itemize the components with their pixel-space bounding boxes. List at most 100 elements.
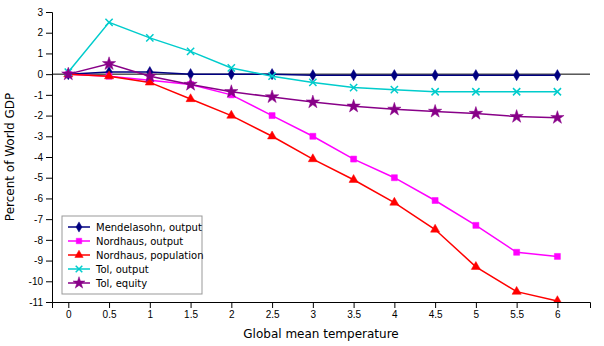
series-point [143, 69, 156, 82]
y-tick: -7 [34, 214, 52, 225]
y-tick: -8 [34, 235, 52, 246]
series-point [269, 113, 275, 119]
y-tick-label: 3 [37, 7, 43, 18]
x-tick-label: 1.5 [184, 309, 198, 320]
x-tick-label: 4 [392, 309, 398, 320]
y-tick-mark [46, 95, 52, 96]
y-axis-line [46, 13, 53, 303]
series-point [471, 262, 480, 270]
x-axis-line [53, 303, 591, 309]
x-axis-title: Global mean temperature [243, 327, 398, 341]
series-point [102, 57, 115, 70]
y-tick-mark [46, 136, 52, 137]
series-line [68, 74, 557, 301]
x-tick-label: 5.5 [510, 309, 524, 320]
y-tick-label: -9 [34, 255, 43, 266]
x-tick-label: 1 [148, 309, 154, 320]
y-tick-label: -6 [34, 193, 43, 204]
y-tick-mark [46, 178, 52, 179]
x-tick-mark [476, 302, 477, 308]
x-tick: 3.5 [347, 302, 361, 320]
y-tick-label: -1 [34, 90, 43, 101]
series-point [309, 79, 316, 86]
series-point [391, 175, 397, 181]
x-tick-mark [191, 302, 192, 308]
series-point [388, 102, 401, 115]
x-tick-mark [517, 302, 518, 308]
y-tick-label: 0 [37, 69, 43, 80]
series-point [428, 104, 441, 117]
x-tick-label: 6 [555, 309, 561, 320]
plot: 00.511.522.533.544.555.563210-1-2-3-4-5-… [29, 7, 591, 320]
y-tick: -10 [29, 276, 52, 287]
x-tick-label: 4.5 [429, 309, 443, 320]
series-point [551, 111, 564, 124]
legend-entry: Nordhaus, output [68, 236, 183, 247]
series-point [473, 222, 479, 228]
y-tick-mark [46, 261, 52, 262]
y-tick-mark [46, 198, 52, 199]
legend-entry: Mendelasohn, output [68, 222, 202, 233]
y-tick-mark [46, 12, 52, 13]
legend-entry: Tol, equity [68, 277, 147, 289]
y-tick: -4 [34, 152, 52, 163]
series-point [105, 19, 112, 26]
y-tick: -2 [34, 110, 52, 121]
x-tick-mark [231, 302, 232, 308]
y-tick: 3 [37, 7, 52, 18]
series-point [391, 70, 397, 81]
series-point [469, 107, 482, 120]
series-point [350, 84, 357, 91]
x-tick-mark [394, 302, 395, 308]
series-point [186, 94, 195, 102]
series-point [473, 70, 479, 81]
y-tick: 2 [37, 27, 52, 38]
x-tick: 2.5 [266, 302, 280, 320]
series-point [554, 88, 561, 95]
series-point [187, 48, 194, 55]
legend-label: Tol, output [95, 264, 149, 275]
series-point [513, 70, 519, 81]
series-point [512, 286, 521, 294]
y-axis: 3210-1-2-3-4-5-6-7-8-9-10-11 [29, 7, 53, 308]
y-tick-label: -8 [34, 235, 43, 246]
series-point [391, 86, 398, 93]
y-tick-mark [46, 240, 52, 241]
y-tick-label: -4 [34, 152, 43, 163]
chart: 00.511.522.533.544.555.563210-1-2-3-4-5-… [0, 0, 604, 346]
series-point [514, 249, 520, 255]
series-point [431, 88, 438, 95]
x-tick-label: 3 [311, 309, 317, 320]
series-point [225, 85, 238, 98]
series-point [227, 110, 236, 118]
series-point [308, 154, 317, 162]
y-tick-label: -5 [34, 172, 43, 183]
series-area [62, 19, 564, 302]
series-point [349, 175, 358, 183]
series-point [310, 133, 316, 139]
legend-entry: Tol, output [68, 264, 149, 275]
x-tick-mark [150, 302, 151, 308]
x-tick: 3 [311, 302, 317, 320]
y-tick-label: -3 [34, 131, 43, 142]
y-tick-label: 2 [37, 27, 43, 38]
series-point [553, 296, 562, 302]
series-point [62, 67, 75, 80]
x-tick: 2 [229, 302, 235, 320]
series-point [268, 73, 275, 80]
series-point [105, 71, 114, 79]
x-tick-mark [557, 302, 558, 308]
legend-marker [75, 250, 83, 257]
y-tick-mark [46, 74, 52, 75]
x-axis: 00.511.522.533.544.555.56 [53, 302, 591, 320]
legend-label: Nordhaus, output [96, 236, 183, 247]
legend-marker [76, 238, 81, 243]
legend-entry: Nordhaus, population [68, 250, 203, 261]
y-tick-mark [46, 219, 52, 220]
series-line [68, 74, 557, 256]
x-tick-mark [109, 302, 110, 308]
legend-marker [76, 266, 83, 273]
x-tick-mark [435, 302, 436, 308]
legend: Mendelasohn, output Nordhaus, output Nordh… [62, 216, 203, 294]
series-point [184, 78, 197, 91]
